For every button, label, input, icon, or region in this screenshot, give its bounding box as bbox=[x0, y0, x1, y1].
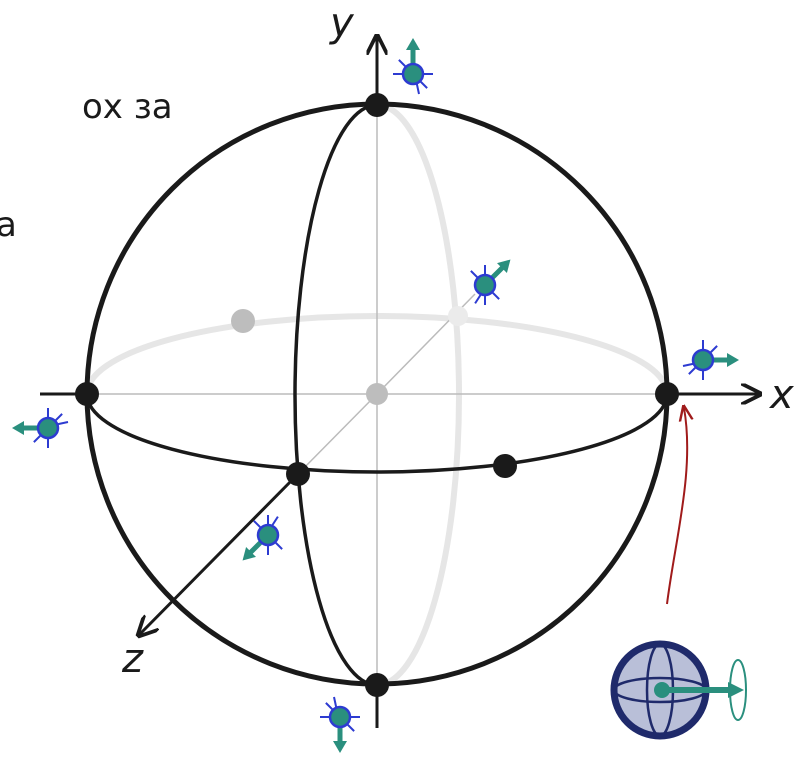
z-axis bbox=[140, 472, 300, 634]
meridian-back bbox=[376, 102, 462, 688]
text-fragment: а bbox=[0, 205, 17, 245]
point bbox=[75, 382, 99, 406]
spin-icon bbox=[320, 696, 360, 753]
point bbox=[448, 306, 468, 326]
spin-icon bbox=[470, 259, 511, 305]
spin-icon bbox=[242, 515, 283, 561]
spin-icon bbox=[12, 408, 69, 448]
axis-label: z bbox=[121, 636, 144, 682]
spin-icon bbox=[682, 340, 739, 380]
point bbox=[366, 383, 388, 405]
text-fragment: ох за bbox=[82, 87, 173, 127]
point bbox=[286, 462, 310, 486]
point bbox=[365, 93, 389, 117]
z-axis-inner bbox=[297, 393, 378, 475]
meridian-front bbox=[293, 103, 378, 687]
axis-label: x bbox=[768, 372, 794, 418]
equator-front bbox=[85, 393, 669, 474]
point bbox=[365, 673, 389, 697]
point bbox=[231, 309, 255, 333]
axis-label: y bbox=[329, 0, 355, 46]
point bbox=[655, 382, 679, 406]
spin-icon bbox=[393, 38, 433, 95]
rotation-icon bbox=[610, 640, 747, 740]
point bbox=[493, 454, 517, 478]
pointer-curve bbox=[666, 408, 687, 605]
